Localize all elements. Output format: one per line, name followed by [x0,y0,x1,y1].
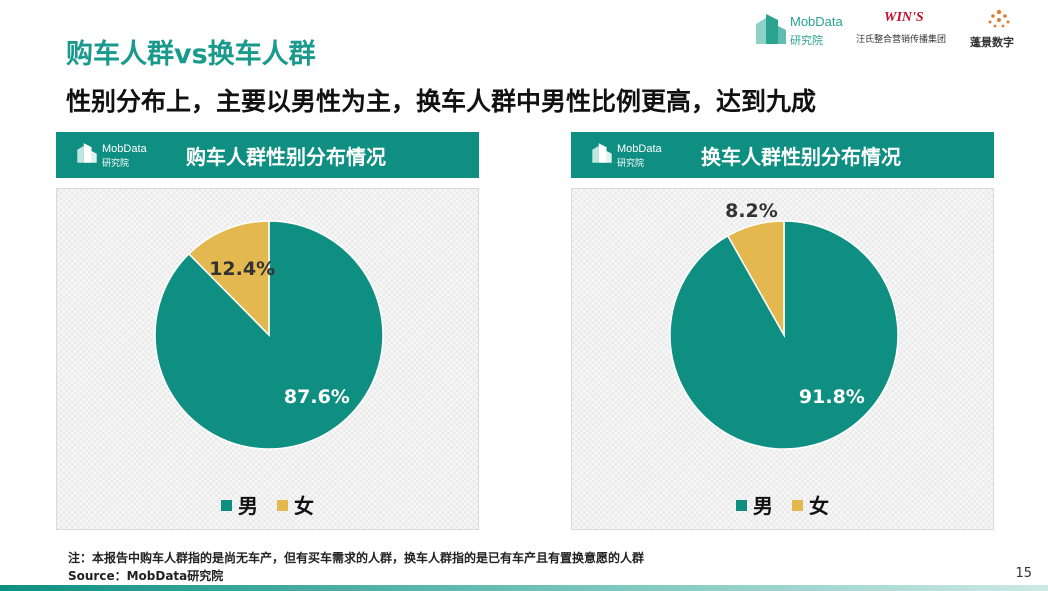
panel-title: 购车人群性别分布情况 [186,145,386,169]
panel-title: 换车人群性别分布情况 [701,145,901,169]
panel-logo: MobData 研究院 [591,142,681,170]
wins-logo: WIN'S 汪氏整合营销传播集团 [856,8,956,52]
data-label-female: 8.2% [725,200,778,222]
legend-item-female: 女 [791,490,829,519]
panel-logo: MobData 研究院 [76,142,166,170]
legend-label-male: 男 [753,494,774,518]
panel-logo-cn: 研究院 [617,159,645,169]
pie-slice-female [726,220,785,338]
wins-logo-cn: 汪氏整合营销传播集团 [856,35,947,45]
wins-logo-text: WIN'S [884,10,924,25]
mobdata-logo-icon [756,14,786,44]
page-number: 15 [1015,566,1032,581]
pie-svg: 91.8% 8.2% [669,200,899,450]
legend-swatch-female [276,500,288,511]
legend-item-female: 女 [276,490,314,519]
legend-label-female: 女 [293,494,314,518]
panel-header-switchers: MobData 研究院 换车人群性别分布情况 [571,132,994,178]
pengjing-logo: 蓬景数字 [966,6,1036,52]
legend-swatch-male [221,500,233,511]
footnote: 注：本报告中购车人群指的是尚无车产，但有买车需求的人群，换车人群指的是已有车产且… [68,551,645,565]
legend-item-male: 男 [736,490,773,519]
legend-label-male: 男 [238,494,259,518]
pengjing-logo-text: 蓬景数字 [970,36,1014,49]
data-label-female: 12.4% [209,258,275,280]
legend-swatch-male [736,500,748,511]
legend-item-male: 男 [221,490,258,519]
pie-svg: 87.6% 12.4% [154,220,384,450]
mobdata-logo: MobData 研究院 [754,12,864,50]
pie-slice-female [187,220,270,337]
mobdata-mini-icon [77,143,97,163]
panel-header-buyers: MobData 研究院 购车人群性别分布情况 [56,132,479,178]
page-title: 购车人群vs换车人群 [66,39,316,70]
pie-chart-switchers: 91.8% 8.2% 男 女 [571,188,994,530]
chart-legend: 男 女 [572,490,993,519]
bottom-accent-bar [0,585,1048,591]
chart-legend: 男 女 [57,490,478,519]
data-label-male: 91.8% [799,386,865,408]
legend-swatch-female [791,500,803,511]
mobdata-mini-icon [592,143,612,163]
pengjing-logo-icon [988,9,1010,28]
legend-label-female: 女 [808,494,829,518]
source-line: Source：MobData研究院 [68,569,224,583]
panel-logo-cn: 研究院 [102,159,130,169]
panel-logo-en: MobData [102,143,147,155]
panel-logo-en: MobData [617,143,662,155]
mobdata-logo-en: MobData [790,14,843,29]
data-label-male: 87.6% [284,386,350,408]
page-subtitle: 性别分布上，主要以男性为主，换车人群中男性比例更高，达到九成 [66,87,817,116]
mobdata-logo-cn: 研究院 [790,34,823,47]
pie-chart-buyers: 87.6% 12.4% 男 女 [56,188,479,530]
